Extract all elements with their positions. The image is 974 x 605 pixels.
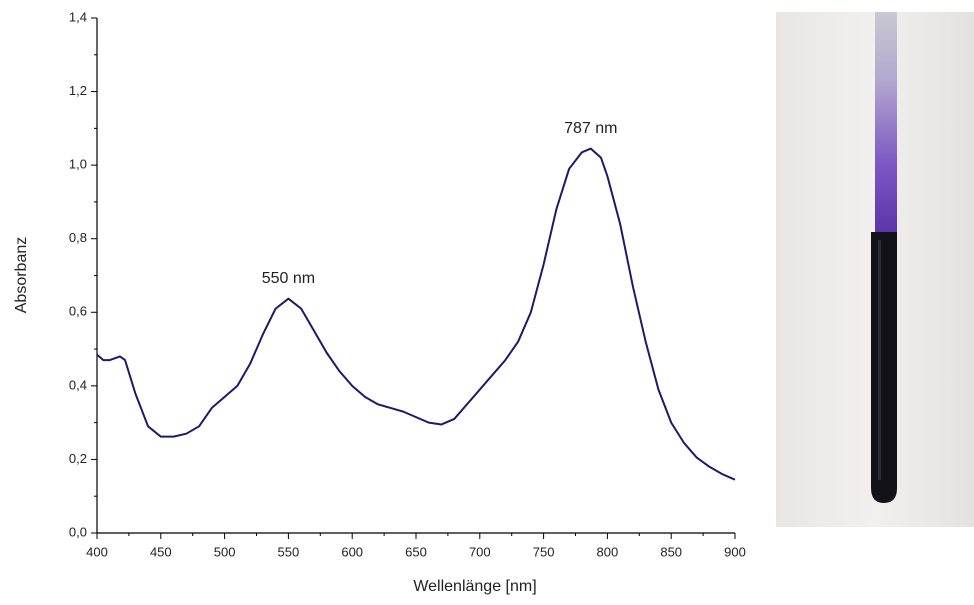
y-tick-label: 0,0 [69, 524, 87, 539]
spectrum-line [96, 147, 736, 481]
photo [776, 12, 974, 527]
x-tick-label: 650 [405, 544, 427, 559]
peak-annotation: 787 nm [564, 120, 617, 137]
x-tick-label: 700 [469, 544, 491, 559]
y-axis-title: Absorbanz [13, 237, 30, 314]
y-tick-label: 0,2 [69, 451, 87, 466]
y-tick-label: 0,6 [69, 304, 87, 319]
x-tick-label: 850 [660, 544, 682, 559]
x-tick-label: 500 [214, 544, 236, 559]
x-tick-label: 450 [150, 544, 172, 559]
peak-annotation: 550 nm [262, 270, 315, 287]
y-tick-label: 1,0 [69, 157, 87, 172]
x-axis-title: Wellenlänge [nm] [413, 578, 536, 595]
x-tick-label: 400 [86, 544, 108, 559]
tube-upper [875, 12, 897, 234]
x-tick-label: 550 [278, 544, 300, 559]
tube-highlight [878, 240, 881, 480]
x-tick-label: 750 [533, 544, 555, 559]
y-tick-label: 0,8 [69, 230, 87, 245]
tube-solution [871, 232, 897, 503]
x-tick-label: 900 [724, 544, 746, 559]
y-tick-label: 0,4 [69, 377, 87, 392]
y-tick-label: 1,2 [69, 83, 87, 98]
x-tick-label: 600 [341, 544, 363, 559]
y-tick-label: 1,4 [69, 9, 87, 24]
x-tick-label: 800 [597, 544, 619, 559]
